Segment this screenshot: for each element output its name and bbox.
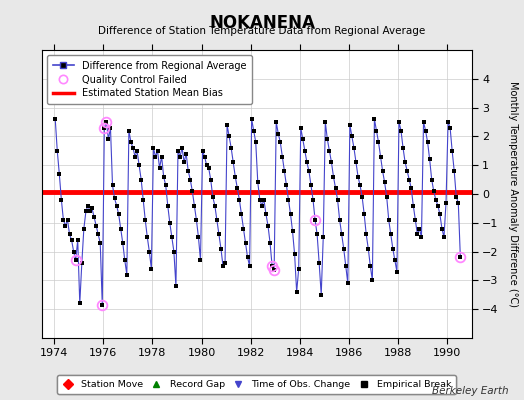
Text: NOKANENA: NOKANENA [209, 14, 315, 32]
Text: Difference of Station Temperature Data from Regional Average: Difference of Station Temperature Data f… [99, 26, 425, 36]
Legend: Station Move, Record Gap, Time of Obs. Change, Empirical Break: Station Move, Record Gap, Time of Obs. C… [58, 375, 456, 394]
Text: Berkeley Earth: Berkeley Earth [432, 386, 508, 396]
Y-axis label: Monthly Temperature Anomaly Difference (°C): Monthly Temperature Anomaly Difference (… [508, 81, 518, 307]
